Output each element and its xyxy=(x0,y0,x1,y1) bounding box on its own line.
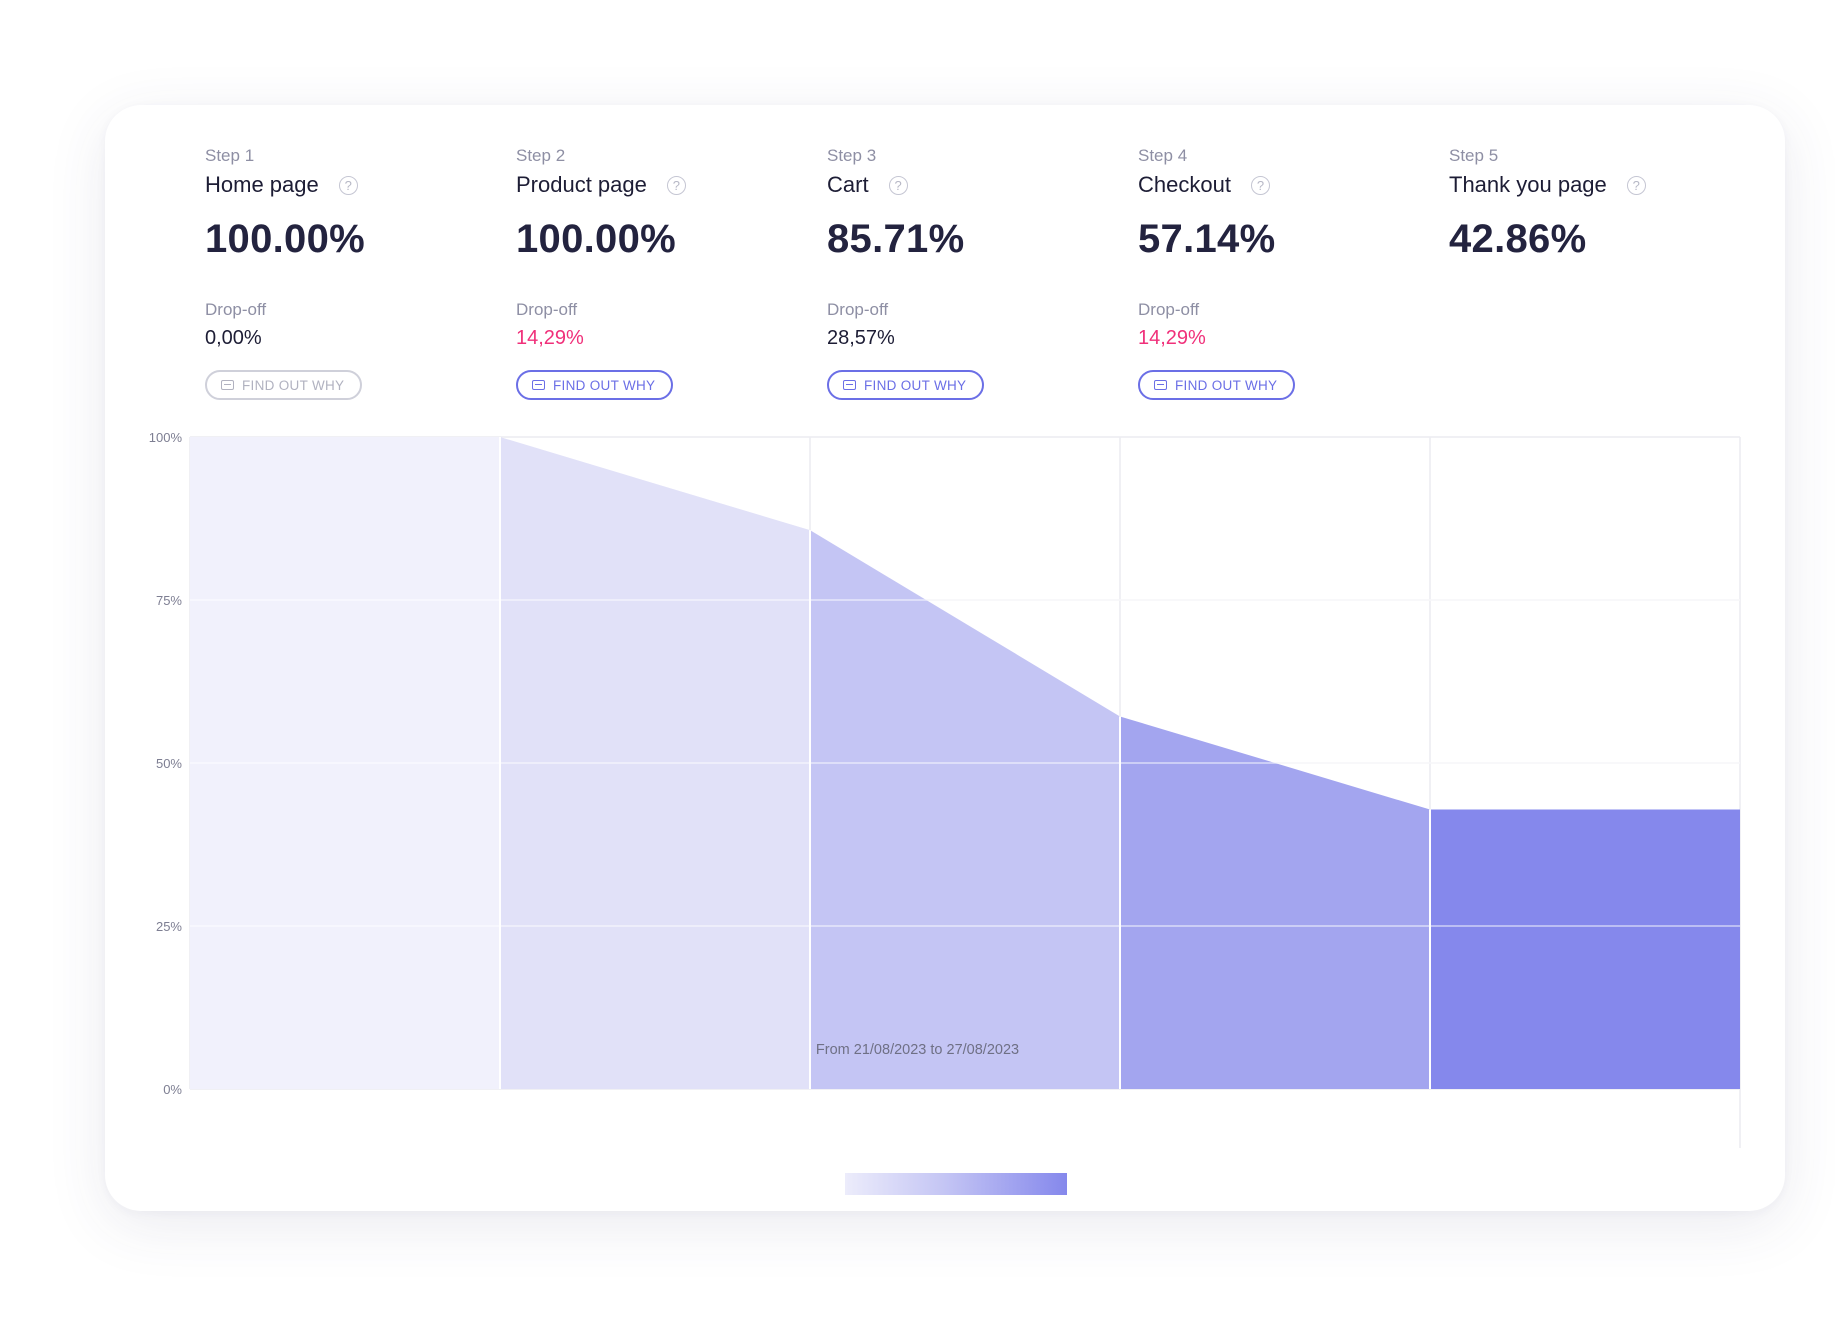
conversion-rate: 85.71% xyxy=(827,217,965,261)
step-title: Cart xyxy=(827,172,869,197)
step-title: Thank you page xyxy=(1449,172,1607,197)
help-icon[interactable]: ? xyxy=(338,175,358,195)
conversion-rate: 42.86% xyxy=(1449,217,1587,261)
drop-off-value: 0,00% xyxy=(205,327,262,349)
conversion-rate: 100.00% xyxy=(516,217,677,261)
step-1: Step 1 Home page ? 100.00% Drop-off 0,00… xyxy=(205,145,505,351)
message-icon xyxy=(843,380,856,390)
drop-off-label: Drop-off xyxy=(1138,300,1200,319)
legend-gradient-swatch xyxy=(845,1173,1067,1195)
conversion-rate: 57.14% xyxy=(1138,217,1276,261)
drop-off-value: 14,29% xyxy=(516,327,584,349)
funnel-step-area xyxy=(1430,809,1740,1089)
step-4: Step 4 Checkout ? 57.14% Drop-off 14,29% xyxy=(1138,145,1438,351)
date-range-label: From 21/08/2023 to 27/08/2023 xyxy=(815,1042,1020,1058)
y-tick-label: 75% xyxy=(156,593,182,608)
funnel-step-area xyxy=(810,530,1120,1089)
y-tick-label: 50% xyxy=(156,756,182,771)
drop-off-label: Drop-off xyxy=(516,300,578,319)
find-out-why-button[interactable]: FIND OUT WHY xyxy=(1138,370,1296,400)
find-out-why-button[interactable]: FIND OUT WHY xyxy=(827,370,985,400)
drop-off-value: 14,29% xyxy=(1138,327,1206,349)
step-number: Step 3 xyxy=(827,146,877,165)
step-5: Step 5 Thank you page ? 42.86% xyxy=(1449,145,1749,263)
conversion-rate: 100.00% xyxy=(205,217,366,261)
drop-off-value: 28,57% xyxy=(827,327,895,349)
y-tick-label: 0% xyxy=(163,1082,182,1097)
step-3: Step 3 Cart ? 85.71% Drop-off 28,57% xyxy=(827,145,1127,351)
funnel-step-area xyxy=(1120,716,1430,1089)
help-icon[interactable]: ? xyxy=(888,175,908,195)
help-icon[interactable]: ? xyxy=(666,175,686,195)
step-number: Step 5 xyxy=(1449,146,1499,165)
drop-off-label: Drop-off xyxy=(205,300,267,319)
help-icon[interactable]: ? xyxy=(1626,175,1646,195)
find-out-why-label: FIND OUT WHY xyxy=(242,377,345,393)
find-out-why-label: FIND OUT WHY xyxy=(553,377,656,393)
step-number: Step 1 xyxy=(205,146,255,165)
drop-off-label: Drop-off xyxy=(827,300,889,319)
step-number: Step 2 xyxy=(516,146,566,165)
step-title: Product page xyxy=(516,172,647,197)
message-icon xyxy=(1154,380,1167,390)
find-out-why-label: FIND OUT WHY xyxy=(1175,377,1278,393)
step-title: Home page xyxy=(205,172,319,197)
step-title: Checkout xyxy=(1138,172,1231,197)
message-icon xyxy=(221,380,234,390)
help-icon[interactable]: ? xyxy=(1250,175,1270,195)
y-tick-label: 25% xyxy=(156,919,182,934)
step-number: Step 4 xyxy=(1138,146,1188,165)
find-out-why-button[interactable]: FIND OUT WHY xyxy=(205,370,363,400)
message-icon xyxy=(532,380,545,390)
y-tick-label: 100% xyxy=(149,430,183,445)
find-out-why-label: FIND OUT WHY xyxy=(864,377,967,393)
find-out-why-button[interactable]: FIND OUT WHY xyxy=(516,370,674,400)
step-2: Step 2 Product page ? 100.00% Drop-off 1… xyxy=(516,145,816,351)
